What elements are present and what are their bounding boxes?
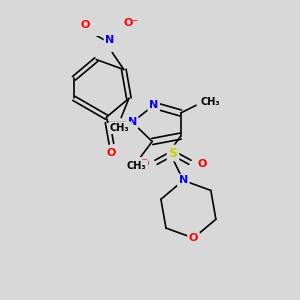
Text: N: N — [128, 117, 137, 127]
Text: S: S — [169, 146, 178, 160]
Text: O: O — [198, 159, 207, 169]
Text: N: N — [105, 35, 115, 45]
Text: CH₃: CH₃ — [127, 161, 147, 171]
Text: N: N — [179, 176, 188, 185]
Text: O⁻: O⁻ — [124, 18, 139, 28]
Text: CH₃: CH₃ — [110, 123, 130, 133]
Text: N: N — [149, 100, 158, 110]
Text: CH₃: CH₃ — [200, 97, 220, 107]
Text: O: O — [81, 20, 90, 30]
Text: O: O — [189, 233, 198, 243]
Text: O: O — [107, 148, 116, 158]
Text: O: O — [139, 159, 148, 169]
